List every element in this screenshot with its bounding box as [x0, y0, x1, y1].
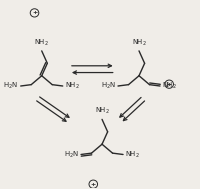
Text: +: +: [90, 182, 95, 187]
Text: NH$_2$: NH$_2$: [131, 37, 146, 47]
Text: NH$_2$: NH$_2$: [162, 81, 176, 91]
Text: H$_2$N: H$_2$N: [63, 149, 78, 160]
Text: NH$_2$: NH$_2$: [125, 149, 140, 160]
Text: +: +: [32, 10, 37, 15]
Text: +: +: [166, 82, 171, 87]
Text: H$_2$N: H$_2$N: [3, 81, 18, 91]
Text: NH$_2$: NH$_2$: [65, 81, 80, 91]
Text: H$_2$N: H$_2$N: [100, 81, 115, 91]
Text: NH$_2$: NH$_2$: [34, 37, 49, 47]
Text: NH$_2$: NH$_2$: [94, 106, 109, 116]
